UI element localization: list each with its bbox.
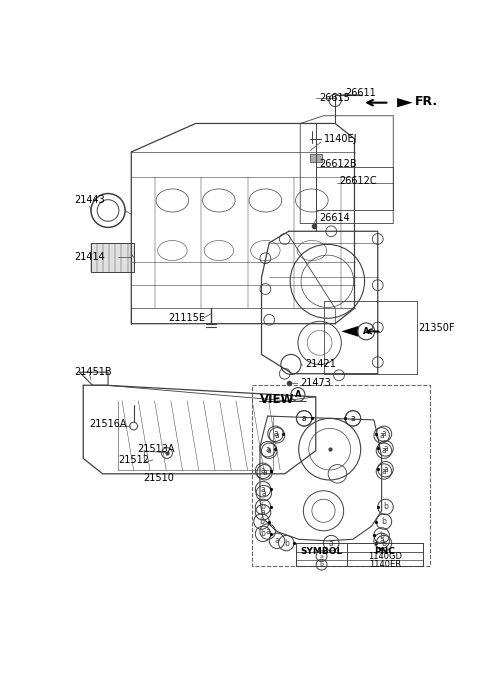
Text: 21350F: 21350F: [418, 322, 455, 333]
Text: 21443: 21443: [74, 195, 105, 206]
Text: 21512: 21512: [118, 455, 149, 465]
Text: 21516A: 21516A: [89, 418, 127, 429]
Text: FR.: FR.: [415, 95, 438, 107]
Text: a: a: [320, 554, 324, 558]
Text: 21510: 21510: [144, 473, 175, 483]
Text: a: a: [350, 414, 355, 423]
Text: 26612B: 26612B: [320, 160, 357, 169]
Text: b: b: [383, 502, 388, 512]
Text: PNC: PNC: [374, 547, 395, 556]
Text: a: a: [275, 536, 279, 546]
Text: a: a: [382, 446, 386, 455]
Text: a: a: [261, 466, 265, 475]
Text: a: a: [329, 539, 334, 548]
Bar: [91, 243, 133, 272]
Text: a: a: [302, 414, 307, 423]
Text: a: a: [261, 485, 265, 493]
Text: a: a: [382, 467, 386, 476]
Polygon shape: [341, 326, 359, 337]
Bar: [252, 385, 431, 566]
Text: a: a: [275, 431, 279, 440]
Text: b: b: [259, 517, 264, 526]
Text: 21421: 21421: [305, 360, 336, 370]
Text: 21414: 21414: [74, 251, 105, 262]
Text: b: b: [382, 539, 386, 548]
Text: 21115E: 21115E: [168, 313, 205, 323]
Text: a: a: [379, 536, 384, 546]
Text: a: a: [379, 431, 384, 440]
Text: 26615: 26615: [320, 93, 350, 103]
Text: a: a: [383, 464, 388, 474]
Text: b: b: [320, 562, 324, 567]
Text: a: a: [382, 429, 386, 438]
Text: A: A: [295, 390, 301, 399]
Text: b: b: [284, 539, 289, 548]
Text: 26614: 26614: [320, 213, 350, 223]
Text: a: a: [265, 527, 270, 536]
Text: 26612C: 26612C: [339, 176, 377, 186]
Text: a: a: [261, 508, 265, 517]
Text: b: b: [379, 531, 384, 540]
Text: b: b: [261, 529, 265, 538]
Bar: [310, 154, 322, 162]
Text: 1140EJ: 1140EJ: [324, 134, 357, 144]
Text: VIEW: VIEW: [260, 393, 294, 406]
Text: 1140GD: 1140GD: [368, 552, 402, 560]
Text: a: a: [302, 414, 307, 423]
Text: a: a: [350, 414, 355, 423]
Text: A: A: [363, 327, 370, 336]
Polygon shape: [397, 98, 413, 107]
Text: a: a: [267, 446, 272, 455]
Text: b: b: [261, 502, 265, 512]
Text: a: a: [383, 444, 388, 453]
Text: a: a: [262, 468, 267, 477]
Text: 21513A: 21513A: [137, 444, 175, 454]
Text: b: b: [382, 517, 386, 526]
Text: 1140ER: 1140ER: [369, 560, 401, 569]
Text: a: a: [262, 489, 266, 498]
Text: a: a: [265, 445, 270, 454]
Text: SYMBOL: SYMBOL: [300, 547, 343, 556]
Text: 21451B: 21451B: [74, 367, 111, 377]
Text: a: a: [273, 429, 278, 438]
Text: 21473: 21473: [300, 378, 331, 388]
Text: 26611: 26611: [345, 88, 376, 97]
